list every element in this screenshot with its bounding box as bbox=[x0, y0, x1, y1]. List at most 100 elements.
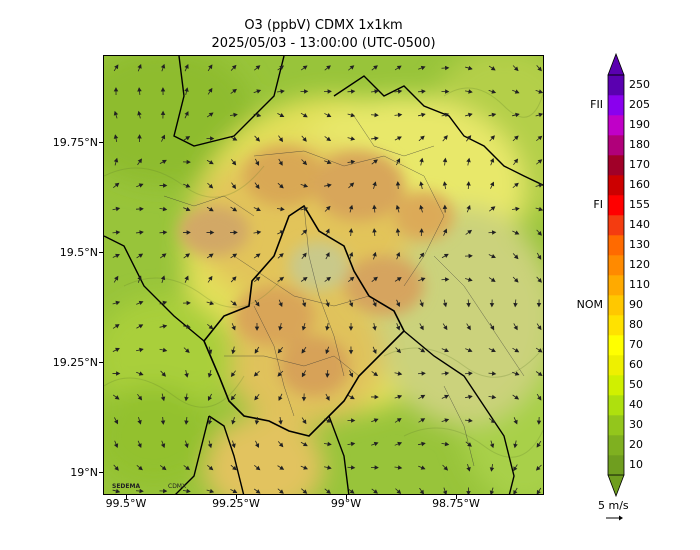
colorbar bbox=[607, 52, 625, 498]
wind-vector-head bbox=[279, 277, 285, 282]
wind-vector-head bbox=[207, 443, 213, 449]
wind-vector-head bbox=[325, 228, 330, 234]
ozone-map[interactable]: SEDEMA CDMX bbox=[103, 55, 544, 495]
wind-vector-head bbox=[419, 252, 425, 258]
wind-vector-head bbox=[538, 112, 543, 118]
wind-vector-head bbox=[208, 207, 214, 212]
wind-vector-head bbox=[184, 373, 189, 378]
wind-vector-head bbox=[514, 230, 520, 235]
colorbar-segment bbox=[608, 155, 624, 176]
wind-vector-head bbox=[514, 348, 520, 353]
wind-vector-head bbox=[536, 442, 541, 448]
wind-vector-head bbox=[350, 441, 356, 447]
wind-vector-head bbox=[420, 135, 425, 141]
wind-vector-head bbox=[160, 110, 166, 115]
lat-tick bbox=[99, 142, 103, 143]
wind-vector-head bbox=[302, 419, 307, 425]
wind-vector-head bbox=[396, 277, 402, 282]
wind-vector-head bbox=[138, 300, 144, 306]
wind-vector-head bbox=[395, 325, 401, 331]
wind-vector-head bbox=[514, 182, 519, 188]
wind-vector-head bbox=[536, 303, 542, 308]
wind-vector-head bbox=[232, 489, 238, 494]
wind-vector-head bbox=[514, 89, 520, 94]
wind-vector-head bbox=[255, 161, 260, 166]
wind-vector-head bbox=[491, 394, 497, 400]
wind-vector-head bbox=[162, 300, 168, 306]
wind-vector-head bbox=[466, 181, 471, 186]
wind-vector-head bbox=[489, 467, 495, 472]
wind-vector-head bbox=[231, 160, 237, 166]
colorbar-tick-label: 190 bbox=[629, 118, 650, 131]
wind-vector-head bbox=[137, 134, 142, 139]
lat-tick bbox=[99, 362, 103, 363]
wind-vector-head bbox=[207, 396, 212, 401]
wind-vector-head bbox=[397, 465, 403, 470]
wind-vector-head bbox=[185, 183, 191, 188]
wind-vector-head bbox=[490, 206, 496, 211]
wind-vector-head bbox=[350, 112, 356, 118]
wind-vector-head bbox=[419, 325, 424, 331]
wind-vector-head bbox=[513, 277, 519, 283]
wind-vector-head bbox=[184, 275, 189, 281]
wind-vector-head bbox=[207, 420, 213, 425]
wind-vector-head bbox=[444, 277, 450, 282]
wind-vector-head bbox=[210, 136, 215, 141]
wind-vector-head bbox=[513, 66, 519, 72]
lat-label-19-5: 19.5°N bbox=[59, 246, 98, 259]
wind-vector-head bbox=[184, 420, 189, 425]
wind-vector-head bbox=[161, 134, 166, 140]
wind-vector-head bbox=[231, 325, 236, 331]
colorbar-tick-label: 90 bbox=[629, 298, 643, 311]
wind-vector-head bbox=[444, 112, 450, 118]
wind-vector-head bbox=[372, 204, 377, 210]
wind-vector-head bbox=[513, 419, 518, 425]
wind-scale-label: 5 m/s bbox=[598, 499, 629, 512]
colorbar-tick-label: 205 bbox=[629, 98, 650, 111]
wind-vector-head bbox=[373, 276, 378, 282]
wind-vector-head bbox=[442, 490, 448, 494]
wind-vector-head bbox=[326, 65, 331, 70]
wind-vector-head bbox=[372, 228, 377, 233]
wind-vector-head bbox=[207, 372, 213, 378]
wind-vector-head bbox=[114, 275, 119, 281]
lon-label-98-75: 98.75°W bbox=[432, 497, 480, 510]
wind-vector-head bbox=[348, 204, 354, 210]
colorbar-segment bbox=[608, 335, 624, 356]
wind-vector-head bbox=[396, 348, 402, 354]
wind-scale-arrow-icon bbox=[606, 515, 623, 521]
wind-vector-head bbox=[162, 324, 168, 329]
wind-vector-head bbox=[208, 87, 213, 93]
wind-vector-head bbox=[538, 206, 543, 212]
colorbar-segment bbox=[608, 195, 624, 216]
wind-vector-head bbox=[348, 372, 354, 378]
colorbar-segment bbox=[608, 295, 624, 316]
wind-vector-head bbox=[138, 183, 144, 188]
colorbar-tick-label: 70 bbox=[629, 338, 643, 351]
wind-vector-head bbox=[489, 490, 495, 494]
lon-tick bbox=[126, 495, 127, 499]
wind-vector-head bbox=[537, 348, 543, 353]
wind-vector-head bbox=[467, 65, 473, 71]
colorbar-segment bbox=[608, 355, 624, 376]
wind-vector-head bbox=[397, 89, 403, 94]
wind-vector-head bbox=[443, 325, 448, 331]
wind-vector-head bbox=[139, 206, 144, 212]
wind-vector-head bbox=[231, 419, 236, 425]
wind-vector-head bbox=[373, 371, 379, 377]
wind-vector-head bbox=[395, 228, 401, 233]
lat-label-19: 19°N bbox=[70, 466, 98, 479]
wind-vector-head bbox=[515, 206, 520, 212]
wind-vector-head bbox=[468, 253, 473, 259]
wind-vector-head bbox=[442, 157, 448, 163]
wind-vector-head bbox=[348, 228, 354, 233]
wind-vector-head bbox=[537, 371, 543, 376]
wind-vector-head bbox=[231, 184, 237, 190]
colorbar-tick-label: 250 bbox=[629, 78, 650, 91]
wind-vector-head bbox=[350, 136, 356, 141]
wind-vector-head bbox=[302, 252, 307, 258]
wind-vector-head bbox=[513, 325, 518, 331]
colorbar-tick-label: 140 bbox=[629, 218, 650, 231]
wind-vector-head bbox=[113, 443, 119, 449]
wind-vector-head bbox=[420, 465, 426, 470]
